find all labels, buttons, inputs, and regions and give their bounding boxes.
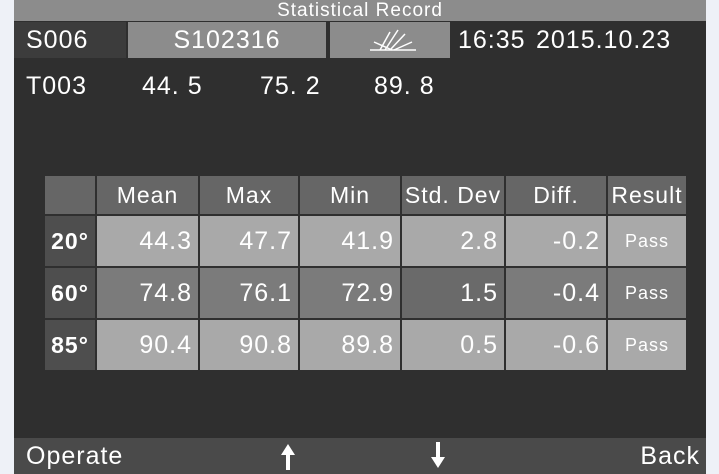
reading-value: 75. 2 (260, 72, 321, 100)
result-cell: Pass (608, 320, 686, 370)
down-arrow[interactable] (430, 440, 446, 470)
back-button[interactable]: Back (640, 442, 700, 470)
value-cell: 74.8 (97, 268, 198, 318)
column-header: Mean (97, 176, 198, 214)
title-bar: Statistical Record (14, 0, 706, 21)
reading-value: 89. 8 (374, 72, 435, 100)
geometry-icon (370, 29, 416, 51)
result-cell: Pass (608, 268, 686, 318)
table-corner (45, 176, 95, 214)
value-cell: 44.3 (97, 216, 198, 266)
value-cell: 72.9 (300, 268, 400, 318)
value-cell: 90.4 (97, 320, 198, 370)
sample-id: S102316 (128, 22, 326, 58)
value-cell: 0.5 (402, 320, 504, 370)
value-cell: 90.8 (200, 320, 298, 370)
time: 16:35 (458, 26, 526, 54)
result-cell: Pass (608, 216, 686, 266)
value-cell: 47.7 (200, 216, 298, 266)
angle-label: 85° (45, 320, 95, 370)
reading-label: T003 (26, 72, 87, 100)
value-cell: 76.1 (200, 268, 298, 318)
screen: Statistical Record S006 S102316 16:35 20… (14, 0, 706, 474)
sample: S006 (26, 26, 89, 54)
sample-cell (14, 22, 126, 58)
value-cell: 41.9 (300, 216, 400, 266)
column-header: Result (608, 176, 686, 214)
angle-label: 20° (45, 216, 95, 266)
column-header: Std. Dev (402, 176, 504, 214)
value-cell: 89.8 (300, 320, 400, 370)
angle-label: 60° (45, 268, 95, 318)
value-cell: -0.2 (506, 216, 606, 266)
icon-cell (330, 22, 450, 58)
column-header: Max (200, 176, 298, 214)
up-arrow[interactable] (280, 442, 296, 472)
operate-button[interactable]: Operate (26, 442, 124, 470)
value-cell: -0.6 (506, 320, 606, 370)
value-cell: 2.8 (402, 216, 504, 266)
footer: Operate Back (14, 438, 706, 474)
date: 2015.10.23 (536, 26, 672, 54)
column-header: Diff. (506, 176, 606, 214)
column-header: Min (300, 176, 400, 214)
value-cell: -0.4 (506, 268, 606, 318)
reading-value: 44. 5 (142, 72, 203, 100)
value-cell: 1.5 (402, 268, 504, 318)
